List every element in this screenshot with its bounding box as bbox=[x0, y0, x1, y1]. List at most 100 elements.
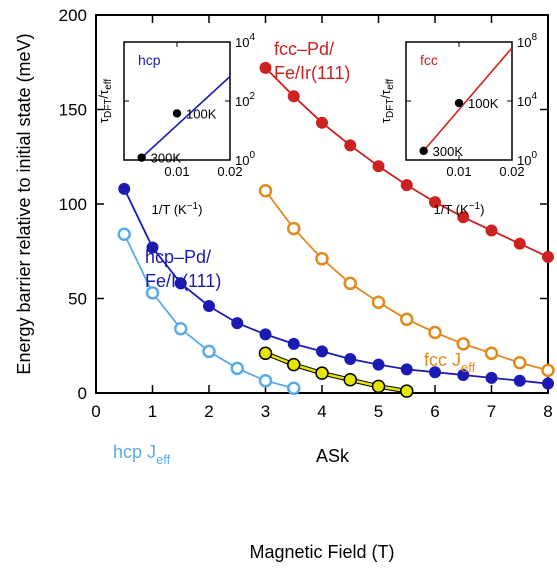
inset-x-tick-label: 0.02 bbox=[499, 164, 524, 179]
y-tick-label: 150 bbox=[59, 101, 87, 120]
x-tick-label: 5 bbox=[374, 402, 383, 421]
inset-hcp-ylabel: τDFT/τeff bbox=[96, 79, 114, 124]
data-point bbox=[372, 358, 385, 371]
data-point bbox=[118, 182, 131, 195]
series-line bbox=[123, 188, 549, 385]
data-point bbox=[316, 116, 328, 129]
inset-y-tick-label: 100 bbox=[517, 150, 537, 168]
inset-fcc-ylabel: τDFT/τeff bbox=[378, 79, 396, 124]
x-tick-label: 3 bbox=[261, 402, 270, 421]
inset-point-label: 300K bbox=[151, 151, 182, 166]
inset-y-tick-label: 104 bbox=[517, 91, 537, 109]
y-tick-label: 50 bbox=[68, 290, 87, 309]
x-tick-label: 6 bbox=[430, 402, 439, 421]
inset-hcp-title: hcp bbox=[138, 52, 161, 68]
data-point bbox=[371, 379, 386, 394]
data-point bbox=[146, 241, 159, 254]
main-axis-ticks: 0 1 2 3 4 5 6 7 8 0 50 100 150 200 bbox=[59, 6, 553, 421]
inset-point-label: 100K bbox=[468, 96, 499, 111]
data-point bbox=[258, 346, 273, 361]
data-point bbox=[400, 312, 414, 327]
inset-y-tick-label: 102 bbox=[235, 91, 255, 109]
inset-data-point bbox=[419, 146, 428, 156]
data-point bbox=[258, 373, 273, 388]
data-point bbox=[174, 321, 188, 336]
hcp-pd-label-line2: Fe/Ir(111) bbox=[145, 271, 221, 291]
inset-x-tick-label: 0.01 bbox=[446, 164, 471, 179]
data-point bbox=[231, 317, 244, 330]
hcp-pd-label-line1: hcp–Pd/ bbox=[145, 247, 211, 267]
y-tick-label: 200 bbox=[59, 6, 87, 25]
data-point bbox=[457, 211, 470, 224]
data-point bbox=[117, 227, 131, 241]
data-point bbox=[145, 286, 160, 300]
x-tick-label: 0 bbox=[91, 402, 100, 421]
inset-x-tick-label: 0.01 bbox=[164, 164, 189, 179]
data-point bbox=[287, 90, 300, 103]
data-point bbox=[203, 300, 215, 313]
ask-label: ASk bbox=[316, 446, 350, 466]
data-point bbox=[456, 337, 470, 351]
data-point bbox=[259, 61, 272, 74]
x-tick-label: 8 bbox=[543, 402, 552, 421]
fcc-pd-label-line2: Fe/Ir(111) bbox=[274, 63, 350, 83]
fcc-pd-label-line1: fcc–Pd/ bbox=[274, 39, 334, 59]
inset-data-point bbox=[172, 109, 182, 118]
data-point bbox=[287, 337, 300, 350]
inset-point-label: 300K bbox=[433, 144, 464, 159]
data-point bbox=[513, 356, 527, 370]
x-tick-label: 4 bbox=[317, 402, 326, 421]
hcp-jeff-label: hcp Jeff bbox=[113, 442, 171, 467]
data-point bbox=[343, 276, 357, 291]
data-point bbox=[344, 352, 357, 365]
x-tick-label: 1 bbox=[148, 402, 157, 421]
x-tick-label: 7 bbox=[487, 402, 496, 421]
inset-y-tick-label: 108 bbox=[517, 32, 537, 50]
data-point bbox=[400, 179, 413, 192]
data-point bbox=[287, 357, 301, 372]
data-point bbox=[343, 373, 357, 387]
data-point bbox=[287, 221, 301, 236]
inset-fcc-title: fcc bbox=[420, 52, 438, 68]
inset-point-label: 100K bbox=[186, 106, 217, 121]
main-series-group bbox=[117, 61, 555, 398]
data-point bbox=[542, 250, 554, 263]
x-axis-title: Magnetic Field (T) bbox=[249, 542, 394, 562]
data-point bbox=[315, 366, 329, 380]
y-tick-label: 100 bbox=[59, 195, 87, 214]
inset-fcc-xlabel: 1/T (K−1) bbox=[434, 201, 485, 217]
data-point bbox=[542, 377, 554, 390]
data-point bbox=[541, 363, 555, 378]
fcc-jeff-label: fcc Jeff bbox=[424, 350, 476, 375]
data-point bbox=[371, 295, 386, 310]
data-point bbox=[457, 369, 470, 382]
data-point bbox=[259, 328, 272, 341]
x-tick-label: 2 bbox=[204, 402, 213, 421]
inset-data-point bbox=[137, 153, 146, 162]
data-point bbox=[400, 363, 413, 376]
inset-hcp-xlabel: 1/T (K−1) bbox=[152, 201, 203, 217]
data-point bbox=[513, 237, 526, 250]
data-point bbox=[513, 374, 526, 387]
inset-fit-line bbox=[423, 47, 513, 152]
data-point bbox=[400, 384, 414, 398]
inset-y-tick-label: 100 bbox=[235, 150, 255, 168]
data-point bbox=[485, 224, 498, 237]
data-point bbox=[230, 361, 244, 376]
data-point bbox=[429, 366, 441, 379]
series-line bbox=[264, 190, 549, 372]
data-point bbox=[316, 345, 328, 358]
data-point bbox=[428, 325, 442, 340]
series-line-outline bbox=[264, 351, 408, 394]
inset-x-tick-label: 0.02 bbox=[217, 164, 242, 179]
y-tick-label: 0 bbox=[78, 384, 87, 403]
data-point bbox=[174, 277, 187, 290]
data-point bbox=[202, 344, 216, 359]
inset-data-point bbox=[454, 98, 464, 108]
y-axis-title: Energy barrier relative to initial state… bbox=[14, 33, 34, 374]
data-point bbox=[287, 381, 301, 396]
data-point bbox=[372, 160, 385, 173]
